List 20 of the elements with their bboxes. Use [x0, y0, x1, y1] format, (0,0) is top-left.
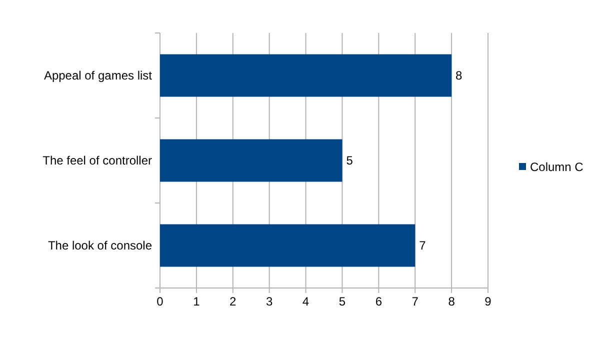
x-tick-label: 6	[375, 294, 382, 309]
x-tick-label: 7	[412, 294, 419, 309]
x-tick-label: 4	[302, 294, 310, 309]
x-tick-label: 5	[338, 294, 346, 309]
y-tick-label: The look of console	[48, 238, 152, 252]
bar	[160, 139, 342, 182]
bar	[160, 54, 452, 97]
bar	[160, 224, 416, 267]
x-tick-label: 0	[156, 294, 164, 309]
y-tick-label: Appeal of games list	[44, 68, 153, 82]
data-label: 5	[346, 154, 354, 168]
x-tick-label: 1	[193, 294, 200, 309]
x-tick-label: 8	[448, 294, 456, 309]
x-tick-label: 2	[230, 294, 237, 309]
data-label: 8	[456, 68, 463, 83]
x-tick-label: 9	[484, 294, 492, 309]
y-tick-label: The feel of controller	[42, 153, 152, 168]
x-tick-label: 3	[266, 294, 273, 309]
legend-label: Column C	[530, 160, 584, 174]
data-label: 7	[419, 238, 426, 253]
